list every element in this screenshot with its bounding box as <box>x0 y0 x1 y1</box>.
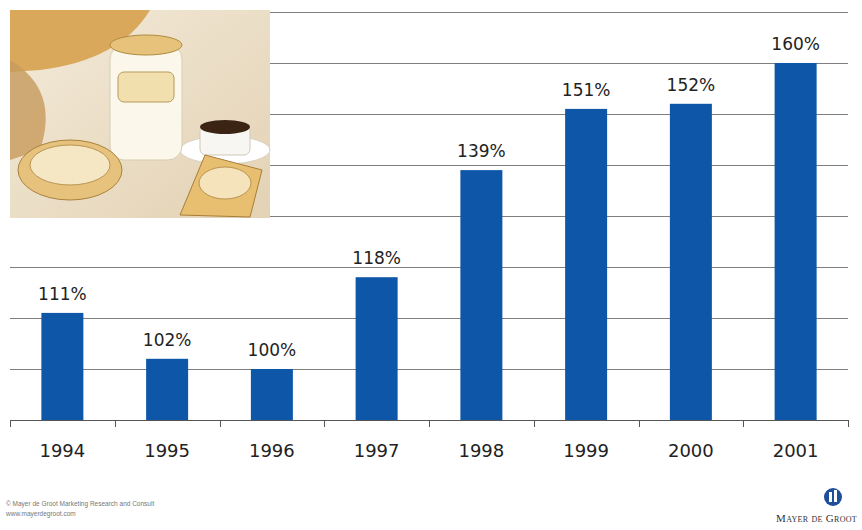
logo-icon-detail <box>829 492 832 502</box>
photo-jar-label <box>118 72 174 102</box>
x-tick <box>743 420 744 427</box>
data-label: 100% <box>248 340 297 360</box>
photo-cup-pack <box>18 140 122 200</box>
bar <box>670 104 712 420</box>
x-tick <box>429 420 430 427</box>
x-tick-label: 1996 <box>249 440 295 461</box>
x-tick <box>10 420 11 427</box>
x-tick-label: 1998 <box>458 440 504 461</box>
data-label: 151% <box>562 80 611 100</box>
grid-line <box>10 267 848 268</box>
bar <box>460 170 502 420</box>
photo-cup-pack <box>180 155 262 217</box>
copyright: © Mayer de Groot Marketing Research and … <box>6 500 154 508</box>
photo-coffee <box>200 120 250 134</box>
x-tick-label: 1995 <box>144 440 190 461</box>
chart-svg: 1994 1995 1996 1997 1998 1999 2000 2001 111% 102%… <box>0 0 862 530</box>
logo-icon <box>824 488 842 506</box>
photo-jar-lid <box>110 35 182 55</box>
x-tick <box>639 420 640 427</box>
data-label: 160% <box>771 34 820 54</box>
logo-icon-detail <box>834 490 837 502</box>
bar <box>565 109 607 420</box>
x-tick <box>115 420 116 427</box>
x-tick <box>324 420 325 427</box>
logo: Mayer de Groot <box>776 488 857 524</box>
grid-line <box>10 318 848 319</box>
grid-line <box>10 369 848 370</box>
bar <box>251 369 293 420</box>
photo-cup-lid <box>199 167 251 199</box>
x-tick-label: 1997 <box>354 440 400 461</box>
website: www.mayerdegroot.com <box>5 510 76 518</box>
data-label: 152% <box>667 75 716 95</box>
x-tick-label: 1994 <box>39 440 85 461</box>
data-label: 111% <box>38 284 87 304</box>
logo-text: Mayer de Groot <box>776 512 857 524</box>
bar <box>41 313 83 420</box>
photo-background <box>10 10 270 218</box>
x-tick-label: 2001 <box>773 440 819 461</box>
chart-container: 1994 1995 1996 1997 1998 1999 2000 2001 111% 102%… <box>0 0 862 530</box>
data-label: 118% <box>352 248 401 268</box>
data-label: 102% <box>143 330 192 350</box>
data-label: 139% <box>457 141 506 161</box>
photo-jar <box>110 45 182 160</box>
x-tick <box>848 420 849 427</box>
x-tick <box>534 420 535 427</box>
bar <box>146 359 188 420</box>
product-photo <box>10 10 270 218</box>
bars <box>41 63 816 420</box>
bar <box>775 63 817 420</box>
x-tick <box>220 420 221 427</box>
x-tick-label: 2000 <box>668 440 714 461</box>
bar <box>356 277 398 420</box>
x-tick-label: 1999 <box>563 440 609 461</box>
photo-cup-lid <box>30 145 110 185</box>
